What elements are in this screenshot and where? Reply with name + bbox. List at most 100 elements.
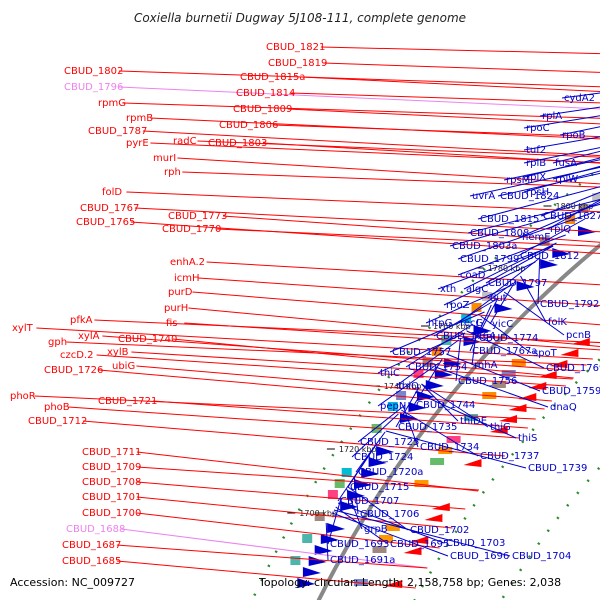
gene-label[interactable]: xth (440, 284, 456, 295)
gene-label[interactable]: CBUD_1725 (360, 437, 419, 448)
gene-label[interactable]: rpmB (126, 113, 153, 124)
gene-label[interactable]: thiO (398, 381, 419, 392)
gene-label[interactable]: CBUD_1796 (64, 82, 123, 93)
gene-label[interactable]: xylA (78, 331, 100, 342)
gene-label[interactable]: CBUD_1702 (410, 525, 469, 536)
gene-label[interactable]: CBUD_1797 (488, 278, 547, 289)
gene-label[interactable]: CBUD_1701 (82, 492, 141, 503)
gene-label[interactable]: rpmG (98, 98, 126, 109)
gene-label[interactable]: xylT (12, 323, 34, 334)
gene-label[interactable]: CBUD_1687 (62, 540, 121, 551)
gene-label[interactable]: CBUD_1707 (340, 496, 399, 507)
gene-label[interactable]: rplW (555, 174, 578, 185)
gene-label[interactable]: rnhA (474, 360, 498, 371)
gene-label[interactable]: CBUD_1721 (98, 396, 157, 407)
gene-label[interactable]: purD (168, 287, 193, 298)
gene-label[interactable]: CBUD_1724 (354, 452, 413, 463)
gene-label[interactable]: CBUD_1696 (450, 551, 509, 562)
gene-label[interactable]: CBUD_1735 (398, 422, 457, 433)
gene-label[interactable]: CBUD_1767 (80, 203, 139, 214)
gene-label[interactable]: CBUD_1691a (330, 555, 395, 566)
gene-label[interactable]: folK (548, 317, 567, 328)
gene-label[interactable]: rpoC (526, 123, 550, 134)
gene-label[interactable]: rpoZ (446, 300, 470, 311)
gene-label[interactable]: CBUD_1737 (480, 451, 539, 462)
gene-label[interactable]: rplQ (550, 224, 571, 235)
gene-label[interactable]: CBUD_1819 (268, 58, 327, 69)
gene-label[interactable]: fusA (555, 158, 577, 169)
gene-label[interactable]: CBUD_1706 (360, 509, 419, 520)
gene-label[interactable]: dnaQ (550, 402, 577, 413)
gene-label[interactable]: pfkA (70, 315, 93, 326)
gene-label[interactable]: cydA2 (564, 93, 595, 104)
gene-label[interactable]: CBUD_1770 (162, 224, 221, 235)
gene-label[interactable]: CBUD_1708 (82, 477, 141, 488)
gene-label[interactable]: xylB (107, 347, 129, 358)
gene-label[interactable]: CBUD_1711 (82, 447, 141, 458)
gene-label[interactable]: CBUD_1809 (233, 104, 292, 115)
gene-label[interactable]: CBUD_1808 (470, 228, 529, 239)
gene-label[interactable]: thiDE (460, 416, 487, 427)
gene-label[interactable]: czcD.2 (60, 350, 94, 361)
gene-label[interactable]: gph (48, 337, 67, 348)
gene-label[interactable]: CBUD_1695 (390, 539, 449, 550)
gene-label[interactable]: CBUD_1693 (330, 539, 389, 550)
gene-label[interactable]: fis (166, 318, 178, 329)
gene-label[interactable]: pepN (380, 401, 406, 412)
gene-label[interactable]: CBUD_1806 (219, 120, 278, 131)
gene-label[interactable]: CBUD_1803 (208, 138, 267, 149)
gene-label[interactable]: pyrE (126, 138, 149, 149)
gene-label[interactable]: icmH (174, 273, 200, 284)
gene-label[interactable]: ubiG (112, 361, 135, 372)
gene-label[interactable]: CBUD_1824 (500, 191, 559, 202)
gene-label[interactable]: CBUD_1688 (66, 524, 125, 535)
gene-label[interactable]: CBUD_1709 (82, 462, 141, 473)
gene-label[interactable]: purH (164, 303, 188, 314)
gene-label[interactable]: rpsM (506, 175, 530, 186)
gene-label[interactable]: rplA (542, 111, 562, 122)
gene-label[interactable]: CBUD_1765 (76, 217, 135, 228)
gene-label[interactable]: uvrA (472, 191, 495, 202)
gene-label[interactable]: hemE (522, 232, 551, 243)
gene-label[interactable]: CBUD_1712 (28, 416, 87, 427)
gene-label[interactable]: CBUD_1704 (512, 551, 571, 562)
gene-label[interactable]: CBUD_1764 (436, 331, 495, 342)
gene-label[interactable]: pcnB (566, 330, 591, 341)
gene-label[interactable]: rpoB (562, 130, 586, 141)
gene-label[interactable]: yicC (492, 319, 513, 330)
gene-label[interactable]: CBUD_1802 (64, 66, 123, 77)
gene-label[interactable]: CBUD_1792 (540, 299, 599, 310)
gene-label[interactable]: folD (102, 187, 122, 198)
gene-label[interactable]: CBUD_1720a (358, 467, 423, 478)
gene-label[interactable]: radC (173, 136, 197, 147)
gene-label[interactable]: CBUD_1726 (44, 365, 103, 376)
gene-label[interactable]: rplB (526, 158, 546, 169)
gene-label[interactable]: CBUD_1685 (62, 556, 121, 567)
gene-label[interactable]: CBUD_1703 (446, 538, 505, 549)
gene-label[interactable]: rplX (526, 172, 546, 183)
gene-label[interactable]: CBUD_1787 (88, 126, 147, 137)
gene-label[interactable]: CBUD_1715 (350, 482, 409, 493)
gene-label[interactable]: spoT (533, 348, 558, 359)
gene-label[interactable]: rph (164, 167, 181, 178)
gene-label[interactable]: CBUD_1759 (542, 386, 600, 397)
gene-label[interactable]: thiS (518, 433, 537, 444)
gene-label[interactable]: htpG (428, 318, 452, 329)
gene-label[interactable]: CBUD_1756 (458, 376, 517, 387)
gene-label[interactable]: CBUD_1803a (452, 241, 517, 252)
gene-label[interactable]: CBUD_1815 (480, 214, 539, 225)
gene-label[interactable]: CBUD_1700 (82, 508, 141, 519)
gene-label[interactable]: CBUD_1774 (479, 333, 538, 344)
gene-label[interactable]: murI (153, 153, 176, 164)
gene-label[interactable]: phoR (10, 391, 36, 402)
gene-label[interactable]: CBUD_1799 (460, 254, 519, 265)
gene-label[interactable]: rpsH (526, 187, 549, 198)
gene-label[interactable]: CBUD_1740 (118, 334, 177, 345)
gene-label[interactable]: CBUD_1814 (236, 88, 295, 99)
gene-label[interactable]: tuf2 (526, 145, 546, 156)
gene-label[interactable]: CBUD_1815a (240, 72, 305, 83)
gene-label[interactable]: CBUD_1767a (472, 346, 537, 357)
gene-label[interactable]: CBUD_1812 (520, 251, 579, 262)
gene-label[interactable]: recG (460, 318, 483, 329)
gene-label[interactable]: CBUD_1769 (546, 363, 600, 374)
